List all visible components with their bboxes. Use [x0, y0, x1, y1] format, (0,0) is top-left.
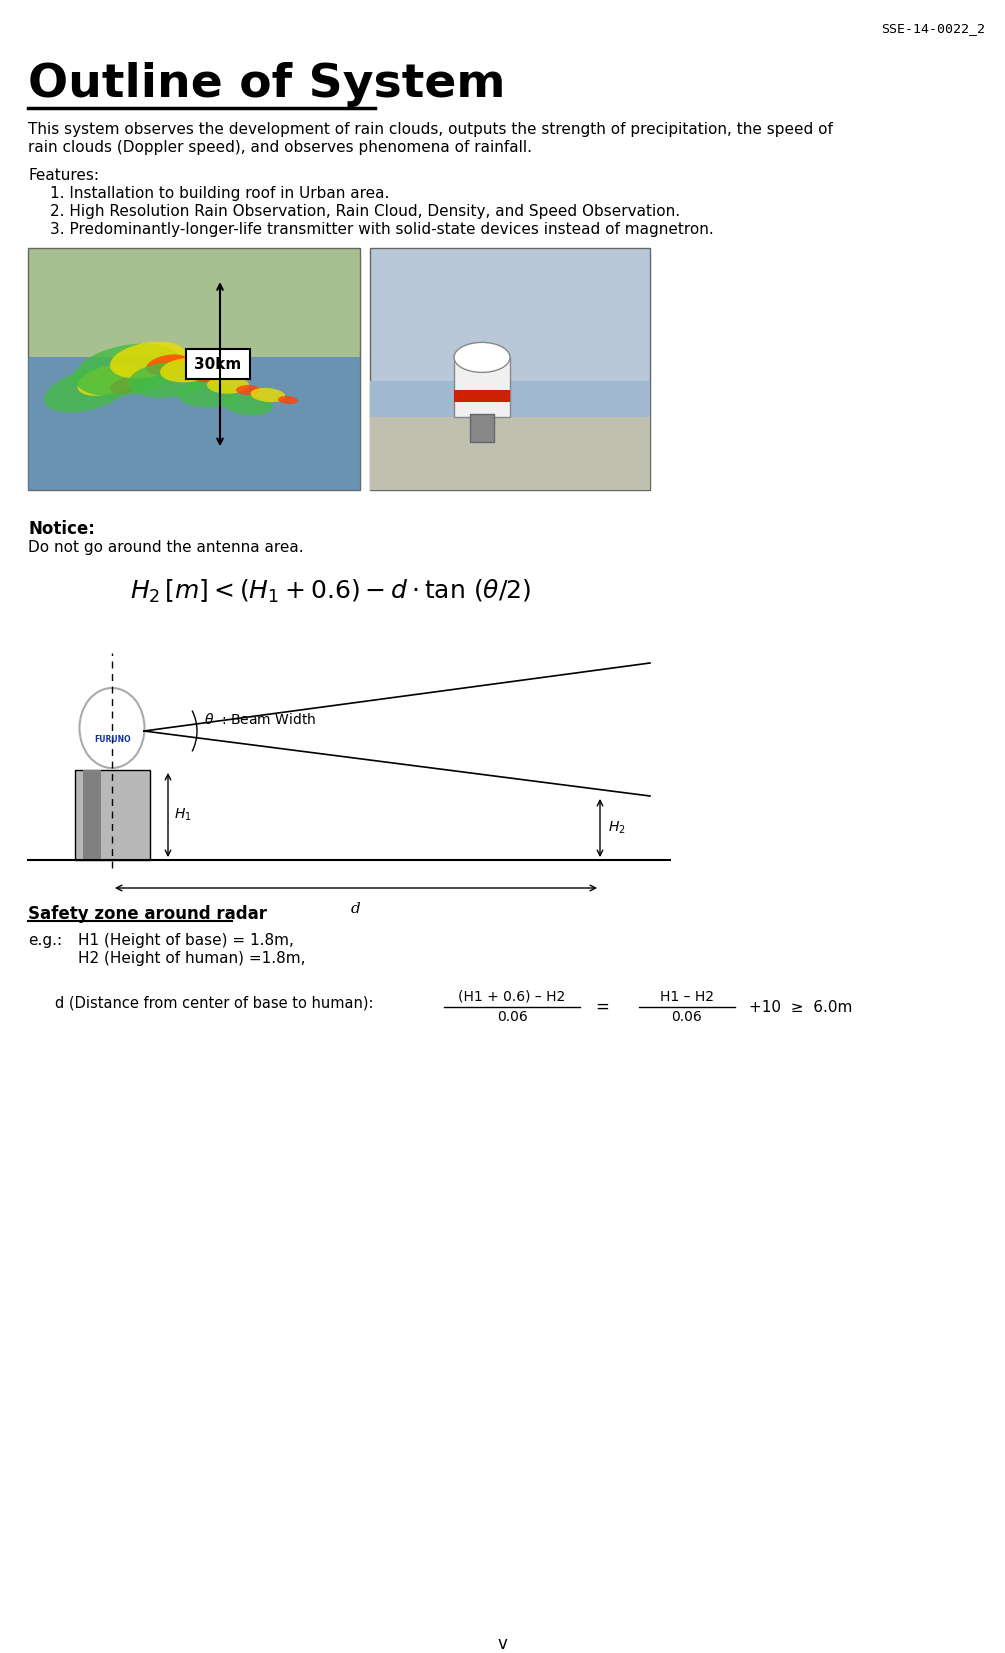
Bar: [454, 357, 510, 418]
Text: 30km: 30km: [194, 357, 241, 372]
Text: rain clouds (Doppler speed), and observes phenomena of rainfall.: rain clouds (Doppler speed), and observe…: [28, 141, 532, 155]
Text: d (Distance from center of base to human):: d (Distance from center of base to human…: [55, 995, 374, 1010]
Ellipse shape: [192, 369, 224, 382]
FancyBboxPatch shape: [186, 349, 250, 379]
Ellipse shape: [73, 344, 182, 397]
Ellipse shape: [44, 367, 132, 413]
Ellipse shape: [223, 395, 273, 415]
Ellipse shape: [178, 382, 238, 408]
Ellipse shape: [110, 342, 186, 379]
Bar: [28, 357, 360, 489]
Text: e.g.:: e.g.:: [28, 932, 62, 949]
Bar: [28, 248, 360, 489]
Bar: [75, 770, 150, 860]
Bar: [370, 248, 650, 489]
Ellipse shape: [111, 375, 146, 393]
Text: FURUNO: FURUNO: [94, 736, 131, 744]
Ellipse shape: [236, 385, 260, 395]
Bar: [454, 390, 510, 402]
Text: $H_2$: $H_2$: [608, 820, 626, 836]
Text: Do not go around the antenna area.: Do not go around the antenna area.: [28, 541, 304, 555]
Text: =: =: [595, 998, 609, 1017]
Text: 1. Installation to building roof in Urban area.: 1. Installation to building roof in Urba…: [50, 187, 389, 202]
Text: 3. Predominantly-longer-life transmitter with solid-state devices instead of mag: 3. Predominantly-longer-life transmitter…: [50, 222, 714, 236]
Ellipse shape: [454, 342, 510, 372]
Text: $\theta$  : Beam Width: $\theta$ : Beam Width: [204, 711, 317, 727]
Text: Features:: Features:: [28, 169, 99, 183]
Text: H2 (Height of human) =1.8m,: H2 (Height of human) =1.8m,: [78, 950, 306, 965]
Ellipse shape: [160, 357, 216, 382]
Text: (H1 + 0.6) – H2: (H1 + 0.6) – H2: [458, 990, 566, 1003]
Text: Notice:: Notice:: [28, 521, 94, 537]
Text: 0.06: 0.06: [496, 1010, 528, 1023]
Text: +10  ≥  6.0m: +10 ≥ 6.0m: [749, 1000, 852, 1015]
Text: SSE-14-0022_2: SSE-14-0022_2: [881, 21, 985, 35]
Ellipse shape: [77, 364, 139, 395]
Text: $H_2\,[m] < (H_1 + 0.6) - d \cdot \tan\,(\theta/2)$: $H_2\,[m] < (H_1 + 0.6) - d \cdot \tan\,…: [130, 579, 532, 605]
Text: 0.06: 0.06: [671, 1010, 702, 1023]
Text: $H_1$: $H_1$: [174, 807, 192, 823]
Bar: [83, 770, 100, 860]
Bar: [370, 418, 650, 489]
Bar: [370, 382, 650, 489]
Text: v: v: [497, 1635, 507, 1653]
Ellipse shape: [147, 354, 190, 375]
Text: d: d: [351, 903, 361, 916]
Ellipse shape: [278, 397, 297, 403]
Text: H1 – H2: H1 – H2: [660, 990, 714, 1003]
Text: H1 (Height of base) = 1.8m,: H1 (Height of base) = 1.8m,: [78, 932, 293, 949]
Ellipse shape: [128, 362, 208, 398]
Ellipse shape: [250, 388, 285, 402]
Ellipse shape: [207, 377, 249, 393]
Text: Outline of System: Outline of System: [28, 63, 506, 107]
Text: Safety zone around radar: Safety zone around radar: [28, 904, 267, 922]
Text: 2. High Resolution Rain Observation, Rain Cloud, Density, and Speed Observation.: 2. High Resolution Rain Observation, Rai…: [50, 203, 680, 218]
Bar: [470, 415, 494, 443]
Ellipse shape: [79, 688, 145, 769]
Text: This system observes the development of rain clouds, outputs the strength of pre: This system observes the development of …: [28, 122, 833, 137]
